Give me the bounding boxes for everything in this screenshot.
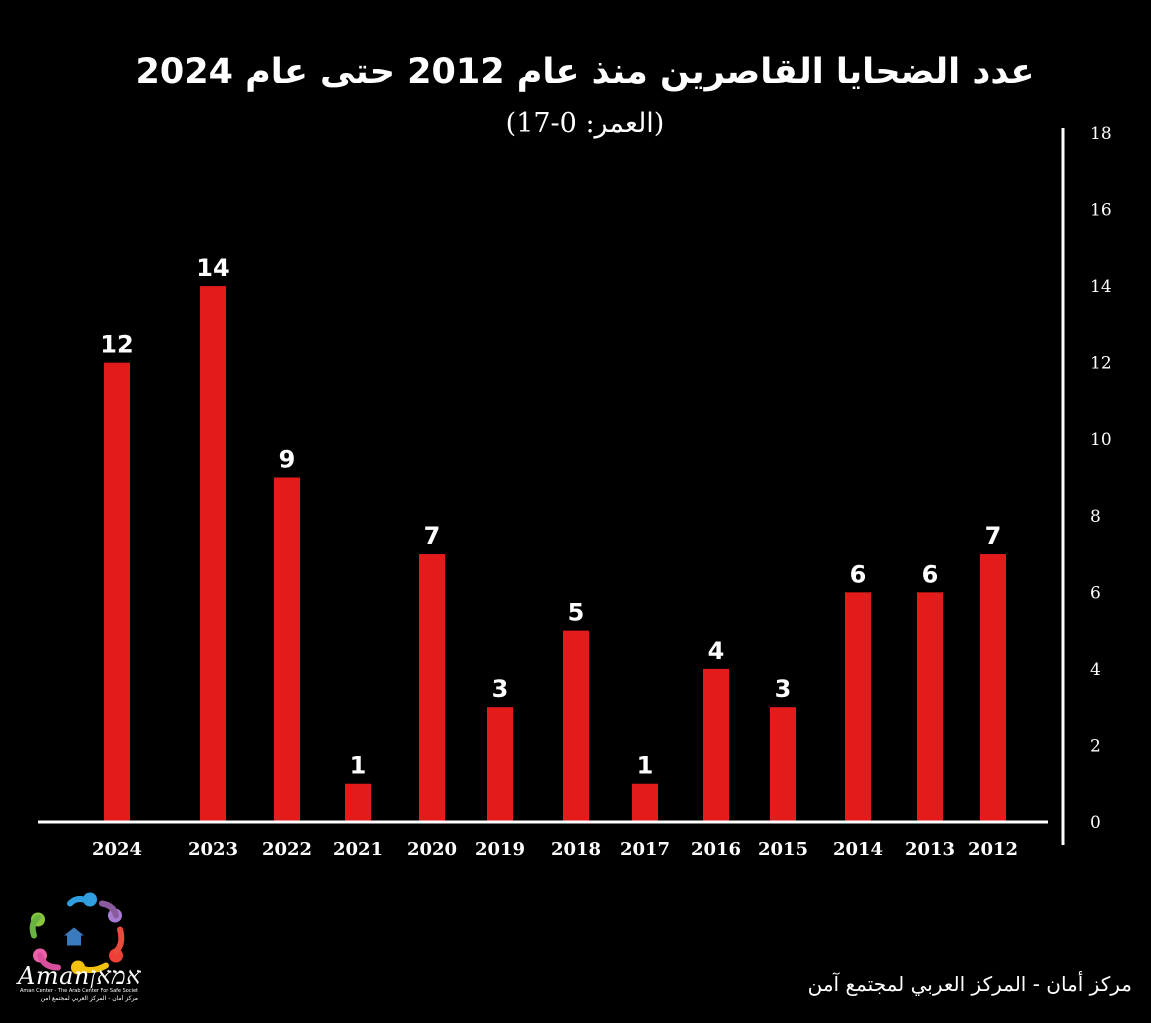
- data-label-2023: 14: [196, 254, 229, 282]
- bars-group: [104, 286, 1006, 823]
- footer-credit: مركز أمان - المركز العربي لمجتمع آمن: [807, 972, 1132, 996]
- bar-2017: [632, 783, 658, 822]
- y-tick-labels-group: 0 2 4 6 8 10 12 14 16 18: [1090, 124, 1112, 833]
- bar-2012: [980, 554, 1006, 822]
- x-tick-2015: 2015: [758, 839, 808, 860]
- bar-2016: [703, 668, 729, 822]
- data-label-2020: 7: [424, 522, 441, 550]
- x-tick-2013: 2013: [905, 839, 955, 860]
- x-tick-2021: 2021: [333, 839, 383, 860]
- data-label-2021: 1: [350, 752, 367, 780]
- aman-logo: [29, 892, 125, 975]
- x-tick-2012: 2012: [968, 839, 1018, 860]
- bar-2021: [345, 783, 371, 822]
- y-tick-2: 2: [1090, 736, 1101, 756]
- y-tick-10: 10: [1090, 430, 1112, 450]
- x-tick-2018: 2018: [551, 839, 601, 860]
- y-tick-8: 8: [1090, 507, 1101, 527]
- bar-2022: [274, 477, 300, 822]
- bar-2013: [917, 592, 943, 822]
- logo-caption-en: Aman Center - The Arab Center For Safe S…: [20, 988, 138, 994]
- x-tick-2024: 2024: [92, 839, 142, 860]
- y-tick-12: 12: [1090, 354, 1112, 374]
- data-label-2019: 3: [492, 675, 509, 703]
- data-label-2015: 3: [775, 675, 792, 703]
- y-tick-18: 18: [1090, 124, 1112, 144]
- y-tick-0: 0: [1090, 813, 1101, 833]
- x-tick-labels-group: 2024 2023 2022 2021 2020 2019 2018 2017 2016 2015…: [92, 839, 1018, 860]
- logo-ring-icon: [29, 892, 125, 975]
- x-tick-2022: 2022: [262, 839, 312, 860]
- data-label-2024: 12: [100, 331, 133, 359]
- data-label-2016: 4: [708, 637, 725, 665]
- x-tick-2017: 2017: [620, 839, 670, 860]
- bar-2020: [419, 554, 445, 822]
- bar-2023: [200, 286, 226, 823]
- logo-wordmark: Amanאמאן: [18, 962, 142, 990]
- data-label-2014: 6: [850, 560, 867, 588]
- y-tick-14: 14: [1090, 277, 1112, 297]
- x-tick-2016: 2016: [691, 839, 741, 860]
- chart-title: عدد الضحايا القاصرين منذ عام 2012 حتى عا…: [135, 52, 1035, 92]
- data-label-2022: 9: [279, 446, 296, 474]
- bar-2018: [563, 630, 589, 822]
- data-label-2013: 6: [922, 560, 939, 588]
- data-label-2017: 1: [637, 752, 654, 780]
- y-tick-16: 16: [1090, 201, 1112, 221]
- x-tick-2019: 2019: [475, 839, 525, 860]
- data-label-2012: 7: [985, 522, 1002, 550]
- chart-subtitle: (العمر: 0-17): [505, 108, 665, 139]
- data-label-2018: 5: [568, 599, 585, 627]
- y-tick-4: 4: [1090, 660, 1101, 680]
- bar-2019: [487, 707, 513, 822]
- x-tick-2014: 2014: [833, 839, 883, 860]
- bar-2014: [845, 592, 871, 822]
- bar-2024: [104, 362, 130, 822]
- logo-caption-ar: مركز أمان - المركز العربي لمجتمع آمن: [40, 995, 138, 1002]
- x-tick-2023: 2023: [188, 839, 238, 860]
- x-tick-2020: 2020: [407, 839, 457, 860]
- bar-2015: [770, 707, 796, 822]
- y-tick-6: 6: [1090, 583, 1101, 603]
